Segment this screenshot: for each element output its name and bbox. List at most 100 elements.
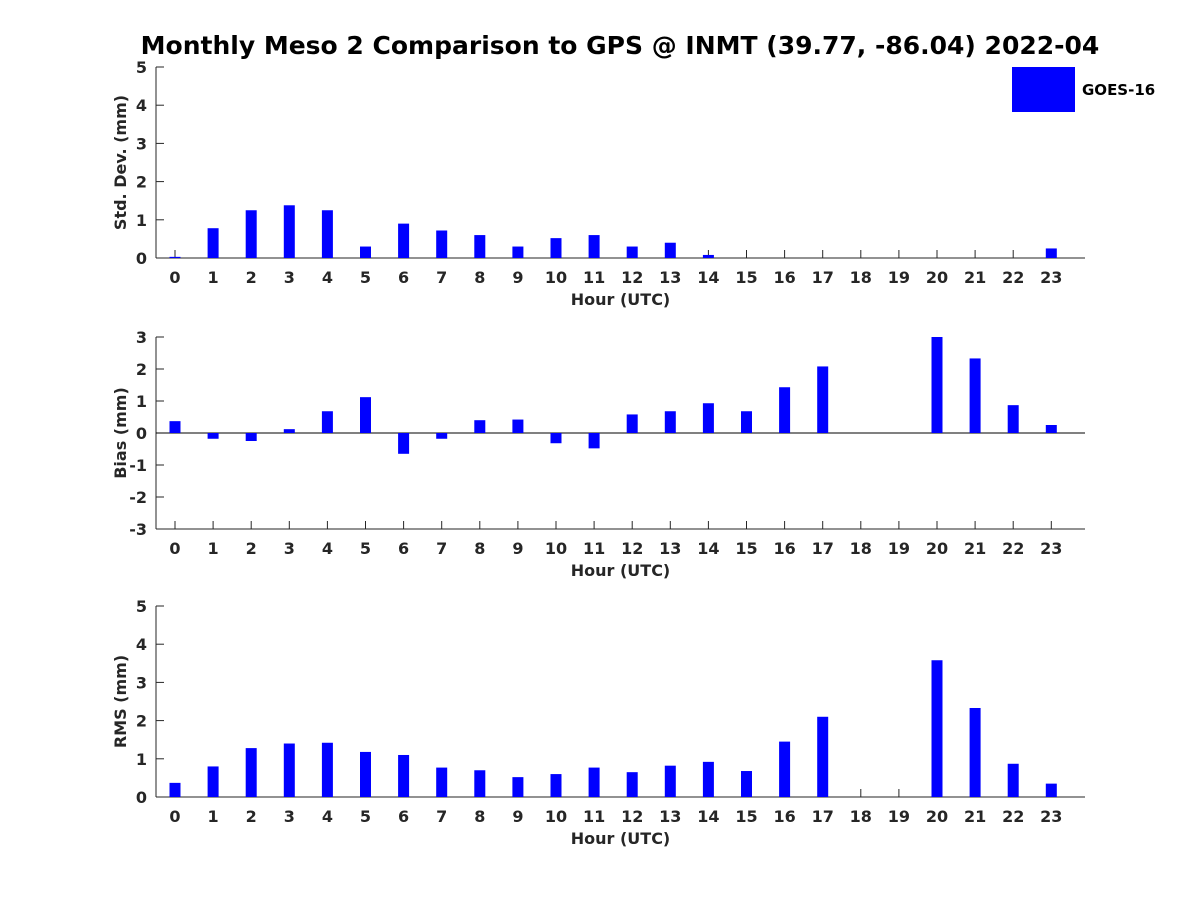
rms-x-tick-label: 2 [246, 807, 257, 826]
rms-x-tick-label: 5 [360, 807, 371, 826]
std-dev-y-tick-label: 0 [136, 249, 147, 268]
bias-x-tick-label: 20 [926, 539, 948, 558]
bias-bar [969, 358, 981, 433]
rms-x-tick-label: 12 [621, 807, 643, 826]
rms-bar [321, 742, 333, 797]
std-dev-y-axis-label: Std. Dev. (mm) [111, 95, 130, 230]
std-dev-y-tick-label: 2 [136, 173, 147, 192]
std-dev-bar [588, 235, 600, 258]
rms-bar [1007, 763, 1019, 797]
std-dev-bar [474, 235, 486, 258]
std-dev-x-tick-label: 11 [583, 268, 605, 287]
bias-x-tick-label: 8 [474, 539, 485, 558]
std-dev-bar [398, 223, 410, 258]
rms-x-tick-label: 7 [436, 807, 447, 826]
bias-x-tick-label: 4 [322, 539, 333, 558]
bias-x-tick-label: 9 [512, 539, 523, 558]
std-dev-x-tick-label: 20 [926, 268, 948, 287]
bias-y-tick-label: 2 [136, 360, 147, 379]
std-dev-x-tick-label: 10 [545, 268, 567, 287]
rms-x-tick-label: 19 [888, 807, 910, 826]
bias-x-tick-label: 13 [659, 539, 681, 558]
std-dev-x-tick-label: 1 [208, 268, 219, 287]
bias-bar [626, 414, 638, 433]
bias-bar [512, 419, 524, 433]
bias-bar [1007, 405, 1019, 433]
rms-x-tick-label: 8 [474, 807, 485, 826]
bias-x-axis-label: Hour (UTC) [571, 561, 671, 580]
std-dev-bar [283, 205, 295, 258]
rms-x-tick-label: 18 [850, 807, 872, 826]
bias-bar [245, 433, 257, 441]
bias-bar [817, 366, 829, 433]
rms-bar [664, 765, 676, 797]
bias-x-tick-label: 15 [735, 539, 757, 558]
rms-bar [1045, 783, 1057, 797]
std-dev-bar [207, 228, 219, 258]
std-dev-x-tick-label: 17 [812, 268, 834, 287]
rms-bar [245, 748, 257, 797]
rms-y-tick-label: 1 [136, 750, 147, 769]
bias-x-tick-label: 12 [621, 539, 643, 558]
bias-x-tick-label: 16 [773, 539, 795, 558]
rms-x-axis-label: Hour (UTC) [571, 829, 671, 848]
rms-bar [931, 660, 943, 797]
legend-swatch [1012, 67, 1075, 112]
bias-bar [664, 411, 676, 433]
rms-x-tick-label: 6 [398, 807, 409, 826]
bias-x-tick-label: 14 [697, 539, 719, 558]
bias-bar [474, 420, 486, 433]
rms-bar [169, 782, 181, 797]
std-dev-bar [436, 230, 448, 258]
rms-x-tick-label: 3 [284, 807, 295, 826]
std-dev-bar [512, 246, 524, 258]
bias-bar [779, 387, 791, 433]
bias-y-tick-label: -2 [129, 488, 147, 507]
rms-x-tick-label: 4 [322, 807, 333, 826]
bias-x-tick-label: 17 [812, 539, 834, 558]
std-dev-bar [664, 242, 676, 258]
std-dev-bar [321, 210, 333, 258]
bias-y-tick-label: -3 [129, 520, 147, 539]
bias-y-tick-label: -1 [129, 456, 147, 475]
bias-x-tick-label: 3 [284, 539, 295, 558]
rms-x-tick-label: 20 [926, 807, 948, 826]
bias-bar [550, 433, 562, 444]
bias-x-tick-label: 5 [360, 539, 371, 558]
std-dev-bar [245, 210, 257, 258]
std-dev-x-tick-label: 19 [888, 268, 910, 287]
bias-bar [1045, 425, 1057, 433]
std-dev-bar [550, 238, 562, 258]
chart-title: Monthly Meso 2 Comparison to GPS @ INMT … [141, 31, 1100, 60]
rms-bar [817, 716, 829, 797]
bias-bar [321, 411, 333, 433]
std-dev-bar [360, 246, 371, 258]
std-dev-x-tick-label: 6 [398, 268, 409, 287]
rms-x-tick-label: 15 [735, 807, 757, 826]
bias-x-tick-label: 6 [398, 539, 409, 558]
std-dev-x-tick-label: 23 [1040, 268, 1062, 287]
rms-bar [474, 770, 486, 797]
rms-x-tick-label: 11 [583, 807, 605, 826]
bias-y-tick-label: 3 [136, 328, 147, 347]
std-dev-y-tick-label: 5 [136, 58, 147, 77]
bias-x-tick-label: 7 [436, 539, 447, 558]
std-dev-x-tick-label: 4 [322, 268, 333, 287]
bias-y-tick-label: 1 [136, 392, 147, 411]
bias-bar [207, 433, 219, 439]
bias-x-tick-label: 0 [169, 539, 180, 558]
std-dev-bar [626, 246, 638, 258]
bias-bar [931, 337, 943, 433]
std-dev-bar [1045, 248, 1057, 258]
std-dev-x-tick-label: 18 [850, 268, 872, 287]
rms-bar [626, 772, 638, 797]
std-dev-x-tick-label: 22 [1002, 268, 1024, 287]
rms-x-tick-label: 13 [659, 807, 681, 826]
std-dev-x-tick-label: 15 [735, 268, 757, 287]
std-dev-x-tick-label: 7 [436, 268, 447, 287]
bias-y-tick-label: 0 [136, 424, 147, 443]
